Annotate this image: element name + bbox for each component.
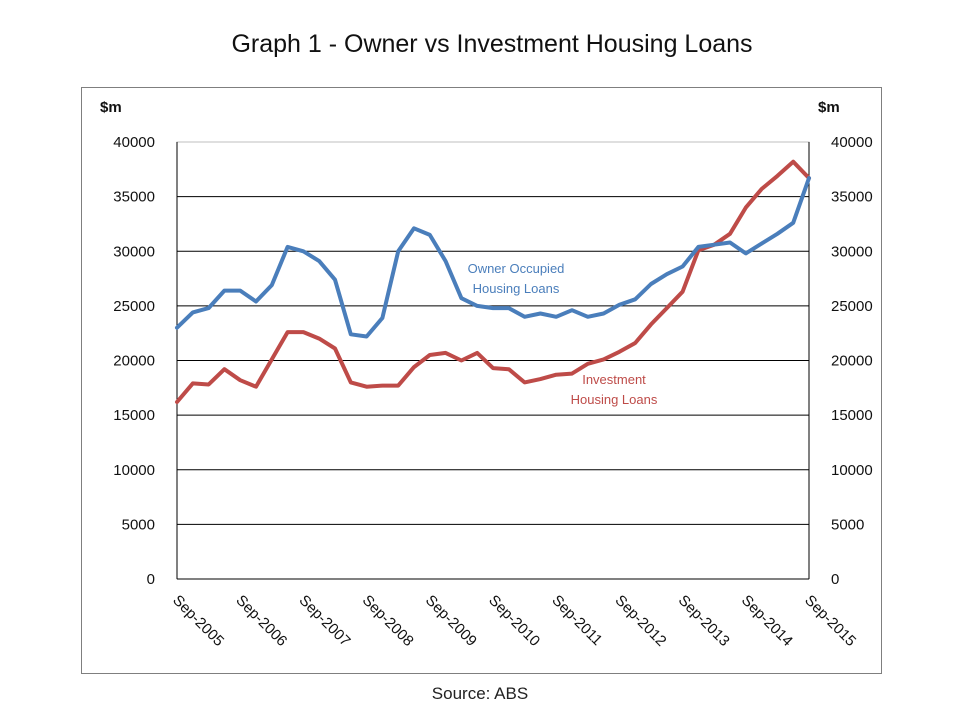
y-axis-unit-right: $m <box>818 99 840 116</box>
annotation-owner: Owner Occupied Housing Loans <box>468 261 565 296</box>
x-tick-label: Sep-2009 <box>422 592 480 650</box>
y-axis-ticks-left: 0 5000 10000 15000 20000 25000 30000 35000 40000 <box>113 134 155 588</box>
gridlines <box>177 141 809 525</box>
y-tick-label-right: 15000 <box>831 407 873 424</box>
y-tick-label-right: 10000 <box>831 462 873 479</box>
annotation-investment: Investment Housing Loans <box>571 372 658 407</box>
x-axis-ticks: Sep-2005 Sep-2006 Sep-2007 Sep-2008 Sep-2009… <box>169 592 859 650</box>
y-tick-label-left: 25000 <box>113 298 155 315</box>
y-tick-label-right: 35000 <box>831 189 873 206</box>
x-tick-label: Sep-2008 <box>359 592 417 650</box>
x-tick-label: Sep-2006 <box>232 592 290 650</box>
x-tick-label: Sep-2012 <box>612 592 670 650</box>
x-tick-label: Sep-2013 <box>675 592 733 650</box>
source-note: Source: ABS <box>431 684 529 703</box>
x-tick-label: Sep-2010 <box>485 592 543 650</box>
axes <box>176 141 810 580</box>
y-tick-label-left: 30000 <box>113 243 155 260</box>
y-axis-ticks-right: 0 5000 10000 15000 20000 25000 30000 35000 40000 <box>831 134 873 588</box>
annotation-line: Owner Occupied <box>468 261 565 276</box>
y-tick-label-right: 5000 <box>831 516 864 533</box>
annotation-line: Investment <box>582 372 646 387</box>
line-chart: $m $m 0 5000 10000 15000 20000 25000 30000 3500… <box>100 99 873 650</box>
y-tick-label-left: 35000 <box>113 189 155 206</box>
y-tick-label-left: 15000 <box>113 407 155 424</box>
annotation-line: Housing Loans <box>473 281 560 296</box>
y-tick-label-right: 25000 <box>831 298 873 315</box>
x-tick-label: Sep-2014 <box>738 592 796 650</box>
y-tick-label-right: 20000 <box>831 353 873 370</box>
x-tick-label: Sep-2011 <box>548 592 605 649</box>
chart-frame: $m $m 0 5000 10000 15000 20000 25000 30000 3500… <box>81 87 882 674</box>
y-tick-label-right: 40000 <box>831 134 873 151</box>
series-annotations: Owner Occupied Housing Loans Investment Hou… <box>468 261 658 407</box>
x-tick-label: Sep-2005 <box>169 592 227 650</box>
y-tick-label-left: 10000 <box>113 462 155 479</box>
y-tick-label-right: 30000 <box>831 243 873 260</box>
annotation-line: Housing Loans <box>571 392 658 407</box>
x-tick-label: Sep-2015 <box>801 592 859 650</box>
y-axis-unit-left: $m <box>100 99 122 116</box>
series-line-investment <box>175 159 811 404</box>
y-tick-label-left: 0 <box>147 571 155 588</box>
y-tick-label-left: 20000 <box>113 353 155 370</box>
y-tick-label-left: 40000 <box>113 134 155 151</box>
y-tick-label-left: 5000 <box>122 516 155 533</box>
series-line-owner <box>175 176 811 339</box>
y-tick-label-right: 0 <box>831 571 839 588</box>
series-lines <box>175 159 811 404</box>
x-tick-label: Sep-2007 <box>296 592 354 650</box>
chart-title: Graph 1 - Owner vs Investment Housing Lo… <box>231 30 753 58</box>
